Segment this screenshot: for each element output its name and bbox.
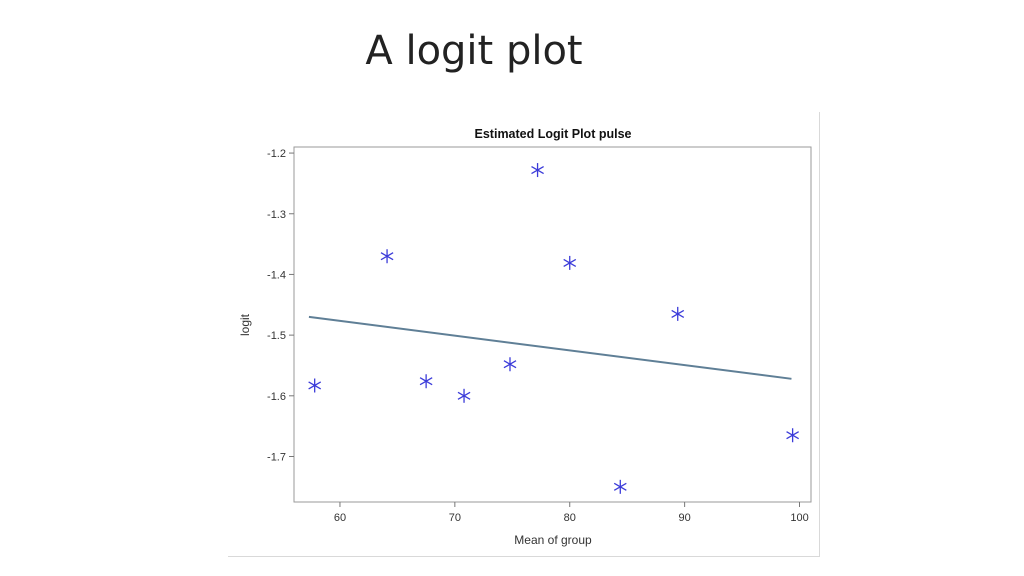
- data-point: [419, 374, 433, 389]
- y-tick-label: -1.3: [267, 209, 286, 221]
- chart-title: Estimated Logit Plot pulse: [475, 127, 632, 141]
- y-tick-label: -1.5: [267, 330, 286, 342]
- y-tick-label: -1.2: [267, 148, 286, 160]
- x-axis: 60 70 80 90 100: [334, 502, 809, 524]
- y-axis-label: logit: [238, 313, 252, 336]
- y-axis: -1.2 -1.3 -1.4 -1.5 -1.6 -1.7: [267, 148, 294, 463]
- data-point: [308, 378, 322, 393]
- x-tick-label: 80: [564, 512, 576, 524]
- x-axis-label: Mean of group: [514, 533, 592, 547]
- y-tick-label: -1.6: [267, 391, 286, 403]
- x-tick-label: 90: [678, 512, 690, 524]
- data-point: [786, 428, 800, 443]
- fit-line: [308, 315, 792, 380]
- fit-line-layer: [308, 315, 792, 380]
- data-point: [613, 479, 627, 494]
- data-point: [503, 357, 517, 372]
- x-tick-label: 100: [790, 512, 808, 524]
- slide-title: A logit plot: [365, 28, 583, 74]
- data-point: [563, 255, 577, 270]
- data-point: [380, 249, 394, 264]
- data-point: [531, 163, 544, 178]
- data-point: [457, 388, 471, 403]
- plot-area: [293, 146, 812, 503]
- x-tick-label: 60: [334, 512, 346, 524]
- data-point: [671, 306, 685, 321]
- y-tick-label: -1.7: [267, 451, 286, 463]
- points-layer: [308, 163, 800, 494]
- figure-frame: [228, 112, 820, 557]
- x-tick-label: 70: [449, 512, 461, 524]
- y-tick-label: -1.4: [267, 269, 286, 281]
